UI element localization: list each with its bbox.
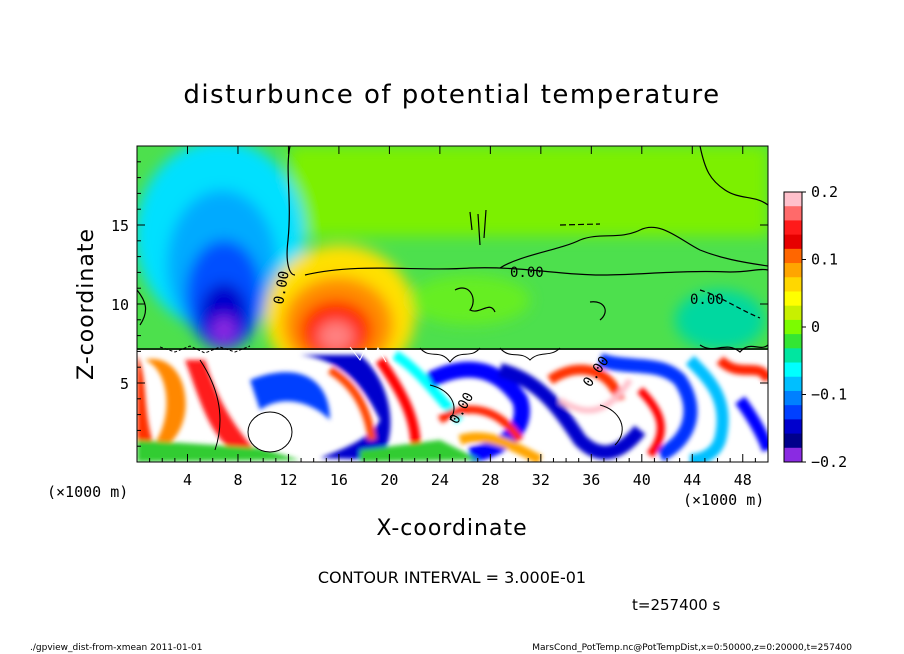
- z-tick-label: 5: [120, 375, 129, 393]
- colorbar-labels: 0.2 0.1 0 −0.1 −0.2: [802, 183, 847, 471]
- x-tick-label: 32: [532, 471, 550, 489]
- footer-left: ./gpview_dist-from-xmean 2011-01-01: [30, 643, 202, 653]
- x-tick-label: 40: [633, 471, 651, 489]
- colorbar-swatch: [784, 305, 802, 321]
- x-axis-title: X-coordinate: [376, 516, 527, 541]
- footer-right: MarsCond_PotTemp.nc@PotTempDist,x=0:5000…: [532, 643, 852, 653]
- colorbar-swatch: [784, 405, 802, 420]
- colorbar-swatch: [784, 376, 802, 392]
- x-tick-label: 24: [431, 471, 449, 489]
- contour-label: 0.00: [271, 270, 293, 306]
- colorbar-swatch: [784, 277, 802, 292]
- colorbar-swatch: [784, 348, 802, 364]
- colorbar-swatch: [784, 419, 802, 435]
- x-tick-label: 12: [279, 471, 297, 489]
- colorbar-swatch: [784, 192, 802, 207]
- colorbar-swatch: [784, 206, 802, 221]
- z-axis: 5 10 15: [111, 161, 768, 447]
- z-tick-label: 10: [111, 296, 129, 314]
- colorbar-swatch: [784, 334, 802, 349]
- colorbar-tick-label: −0.1: [811, 386, 847, 404]
- x-unit-left: (×1000 m): [47, 483, 128, 501]
- x-tick-label: 36: [582, 471, 600, 489]
- colorbar-swatch: [784, 433, 802, 449]
- x-unit-right: (×1000 m): [683, 491, 764, 509]
- colorbar-swatch: [784, 234, 802, 250]
- colorbar-swatch: [784, 319, 802, 335]
- x-tick-label: 16: [330, 471, 348, 489]
- colorbar-swatch: [784, 220, 802, 236]
- contour-label: 0.00: [510, 265, 544, 281]
- contour-interval: CONTOUR INTERVAL = 3.000E-01: [318, 568, 586, 587]
- z-tick-label: 15: [111, 217, 129, 235]
- x-tick-label: 4: [183, 471, 192, 489]
- colorbar-tick-label: 0: [811, 318, 820, 336]
- time-stamp: t=257400 s: [632, 596, 720, 614]
- colorbar-swatch: [784, 291, 802, 307]
- x-tick-label: 28: [481, 471, 499, 489]
- turbulent-layer: [137, 344, 768, 462]
- colorbar-swatch: [784, 447, 802, 463]
- colorbar: [784, 192, 802, 463]
- colorbar-tick-label: 0.1: [811, 251, 838, 269]
- colorbar-tick-label: −0.2: [811, 453, 847, 471]
- zero-contours: [137, 146, 768, 326]
- x-tick-label: 48: [734, 471, 752, 489]
- colorbar-swatch: [784, 263, 802, 278]
- contour-label: 0.00: [690, 292, 724, 308]
- chart-title: disturbunce of potential temperature: [183, 80, 720, 110]
- colorbar-swatch: [784, 362, 802, 378]
- colorbar-swatch: [784, 390, 802, 406]
- x-axis: 4 8 12 16 20 24 28 32 36 40 44 48: [149, 146, 756, 489]
- plot-area: 0.00 0.00 0.00 0.00 0.00: [137, 146, 768, 462]
- colorbar-tick-label: 0.2: [811, 183, 838, 201]
- x-tick-label: 8: [233, 471, 242, 489]
- colorbar-swatch: [784, 248, 802, 264]
- x-tick-label: 44: [683, 471, 701, 489]
- y-axis-title: Z-coordinate: [74, 228, 99, 380]
- x-tick-label: 20: [380, 471, 398, 489]
